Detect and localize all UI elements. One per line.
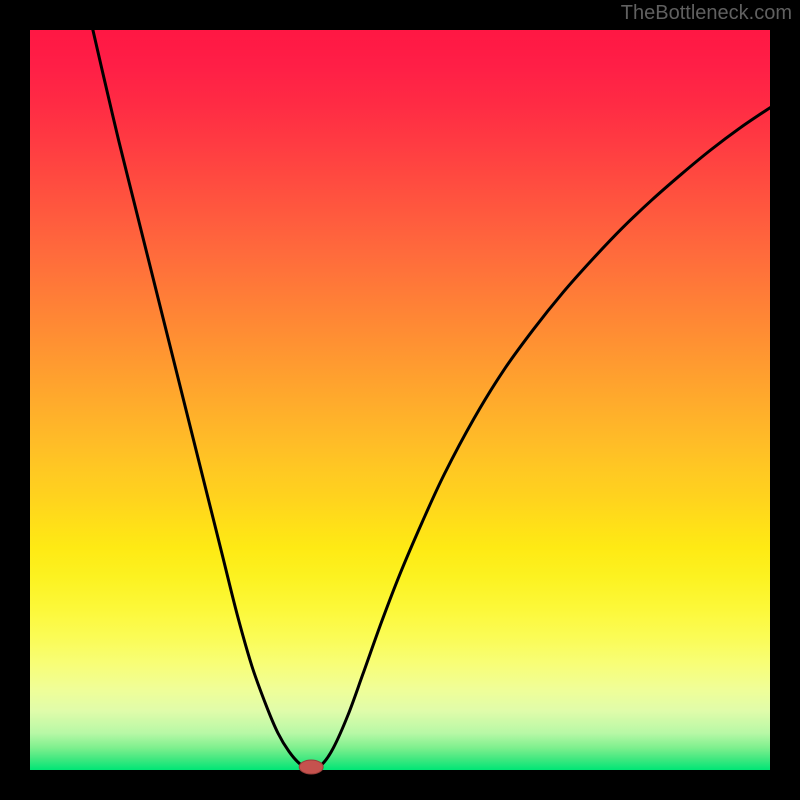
plot-background bbox=[30, 30, 770, 770]
chart-container: TheBottleneck.com bbox=[0, 0, 800, 800]
watermark-text: TheBottleneck.com bbox=[621, 2, 792, 25]
optimal-point-marker bbox=[299, 760, 323, 774]
bottleneck-chart bbox=[0, 0, 800, 800]
